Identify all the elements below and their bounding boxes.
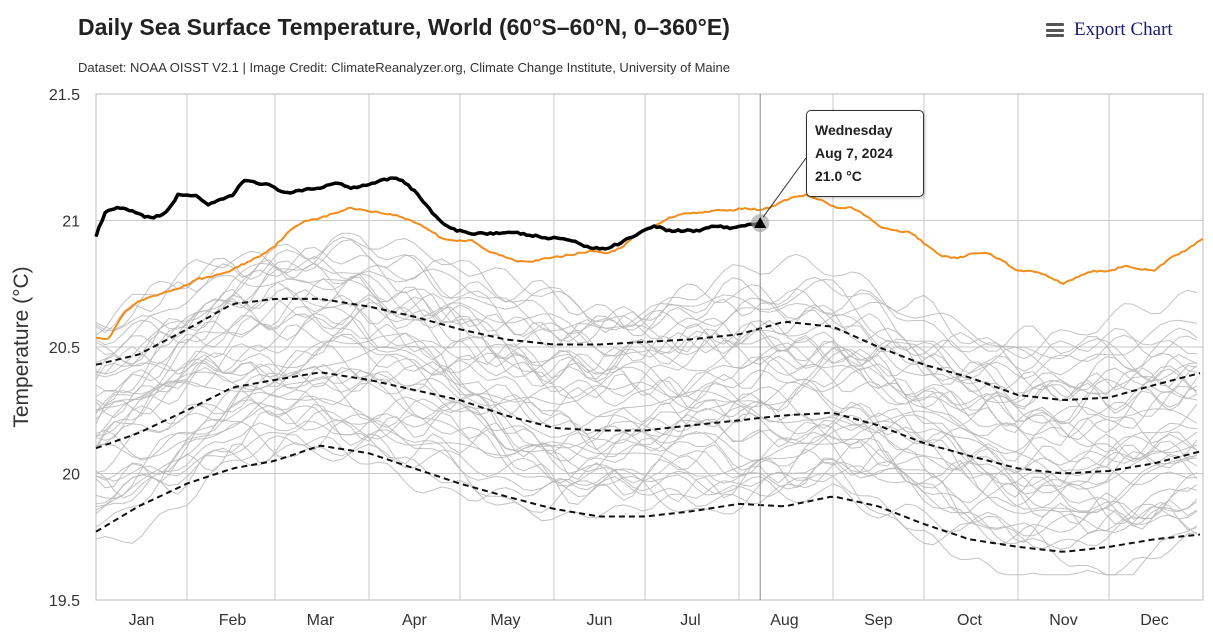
- history-year-line: [95, 387, 1198, 520]
- hamburger-menu-icon: [1046, 23, 1064, 37]
- history-year-line: [95, 232, 1198, 372]
- x-tick-label: Jan: [129, 612, 155, 629]
- x-tick-label: Sep: [864, 612, 893, 629]
- x-tick-label: Nov: [1049, 612, 1077, 629]
- history-year-line: [95, 334, 1198, 488]
- history-year-line: [95, 353, 1198, 498]
- history-year-line: [95, 323, 1198, 462]
- history-year-line: [95, 305, 1198, 416]
- x-tick-label: Apr: [402, 612, 428, 629]
- history-year-line: [95, 391, 1197, 515]
- x-tick-label: May: [490, 612, 520, 629]
- x-tick-label: Mar: [307, 612, 335, 629]
- series-2024-line: [94, 176, 762, 251]
- x-tick-label: Dec: [1140, 612, 1168, 629]
- y-tick-label: 21: [62, 214, 80, 231]
- data-tooltip: Wednesday Aug 7, 2024 21.0 °C: [806, 110, 924, 197]
- x-tick-label: Oct: [957, 612, 982, 629]
- y-tick-label: 20: [62, 467, 80, 484]
- hover-point: [754, 217, 767, 229]
- history-year-line: [95, 382, 1198, 495]
- history-year-line: [95, 373, 1198, 525]
- history-year-line: [95, 274, 1198, 414]
- history-year-line: [95, 332, 1198, 455]
- history-year-line: [95, 250, 1198, 380]
- climatology-series: [95, 297, 1201, 553]
- history-year-line: [95, 268, 1197, 376]
- tooltip-date: Aug 7, 2024: [815, 145, 893, 161]
- axes: 19.5 20 20.5 21 21.5 Jan Feb Mar Apr May Jun Jul Aug…: [10, 87, 1169, 629]
- history-year-line: [95, 409, 1198, 550]
- highlighted-series: [94, 176, 1204, 341]
- history-year-line: [95, 277, 1197, 411]
- x-tick-label: Aug: [770, 612, 798, 629]
- y-tick-label: 20.5: [49, 340, 80, 357]
- y-tick-label: 21.5: [49, 87, 80, 104]
- climatology-line: [95, 371, 1201, 475]
- history-year-line: [95, 296, 1198, 438]
- tooltip-weekday: Wednesday: [815, 122, 893, 138]
- historical-years-series: [95, 232, 1198, 576]
- history-year-line: [95, 239, 1198, 373]
- chart-subtitle: Dataset: NOAA OISST V2.1 | Image Credit:…: [78, 60, 730, 75]
- history-year-line: [95, 372, 1197, 486]
- y-axis-label: Temperature (°C): [10, 266, 33, 427]
- grid-lines: [95, 93, 1204, 601]
- series-2023-line: [95, 193, 1204, 341]
- history-year-line: [95, 346, 1198, 490]
- y-tick-label: 19.5: [49, 593, 80, 610]
- export-chart-button[interactable]: Export Chart: [1046, 19, 1173, 41]
- hover-marker: [751, 94, 807, 600]
- tooltip-pointer: [762, 157, 807, 218]
- chart-title: Daily Sea Surface Temperature, World (60…: [78, 14, 730, 40]
- history-year-line: [95, 421, 1198, 576]
- history-year-line: [95, 344, 1197, 509]
- history-year-line: [95, 287, 1197, 394]
- history-year-line: [95, 243, 1197, 382]
- tooltip-value: 21.0 °C: [815, 168, 862, 184]
- history-year-line: [95, 246, 1198, 417]
- x-tick-label: Feb: [219, 612, 247, 629]
- history-year-line: [95, 420, 1197, 576]
- history-year-line: [95, 435, 1198, 550]
- export-chart-label: Export Chart: [1074, 19, 1173, 40]
- history-year-line: [95, 306, 1198, 434]
- x-tick-label: Jul: [680, 612, 700, 629]
- x-tick-label: Jun: [587, 612, 613, 629]
- history-year-line: [95, 442, 1198, 537]
- climatology-line: [95, 297, 1201, 402]
- plot-border: [95, 93, 1204, 601]
- history-year-line: [95, 236, 1198, 360]
